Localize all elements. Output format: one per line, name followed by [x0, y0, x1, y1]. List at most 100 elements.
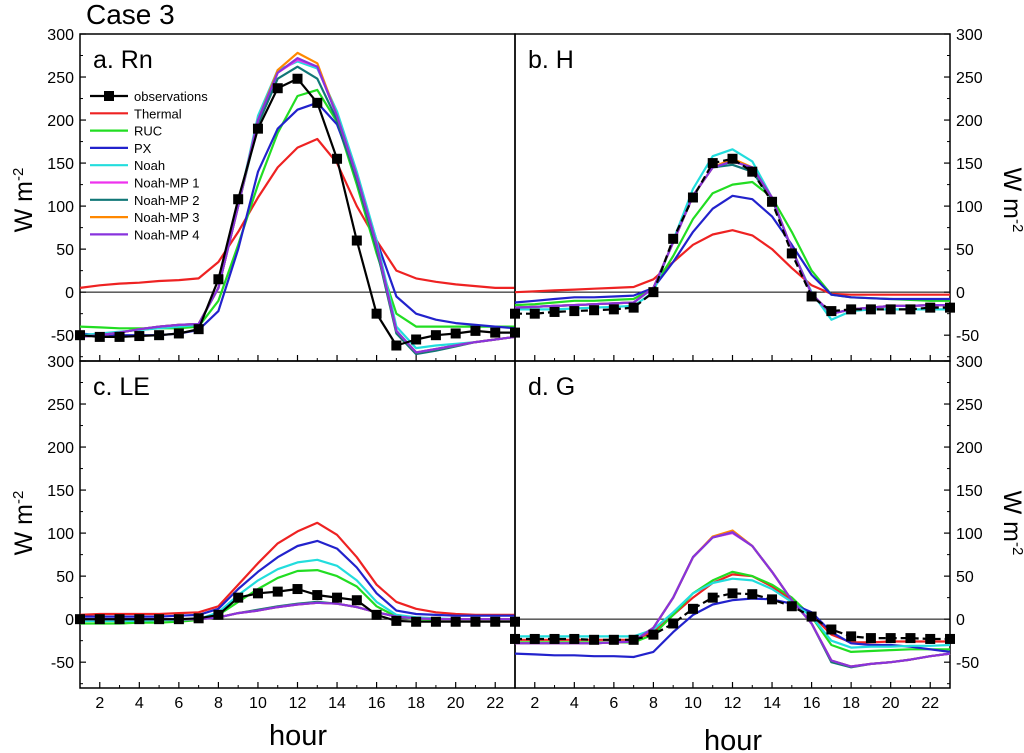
obs-marker-c-le-21	[470, 616, 481, 627]
x-tick-label-d-g-20: 20	[882, 695, 900, 712]
obs-marker-a-rn-17	[391, 340, 402, 351]
y-tick-label-a-rn--50: -50	[51, 328, 74, 345]
series-line-a-rn-noah	[79, 60, 516, 350]
obs-marker-d-g-1	[510, 633, 520, 644]
obs-marker-a-rn-11	[272, 83, 283, 94]
y-tick-label-c-le-0: 0	[65, 612, 74, 629]
series-line-b-h-noah-mp-1	[514, 159, 950, 315]
x-tick-label-c-le-22: 22	[486, 695, 504, 712]
obs-marker-a-rn-21	[470, 325, 481, 336]
y-tick-label-b-h-100: 100	[956, 199, 983, 216]
x-tick-label-d-g-2: 2	[530, 695, 539, 712]
obs-marker-b-h-7	[628, 302, 639, 313]
obs-marker-b-h-4	[569, 306, 580, 317]
obs-marker-d-g-11	[707, 592, 718, 603]
obs-marker-d-g-16	[806, 611, 817, 622]
obs-marker-b-h-21	[905, 304, 916, 315]
x-tick-label-d-g-10: 10	[684, 695, 702, 712]
panel-label-a-rn: a. Rn	[93, 46, 153, 74]
legend: observations Thermal RUC PX Noah Noah-MP 1 Noa…	[90, 89, 208, 242]
series-line-b-h-ruc	[514, 180, 950, 307]
y-tick-label-a-rn-150: 150	[47, 156, 74, 173]
obs-marker-b-h-17	[826, 306, 837, 317]
legend-label-thermal: Thermal	[134, 106, 182, 121]
obs-marker-b-h-18	[846, 304, 857, 315]
legend-label-noah-mp-2: Noah-MP 2	[134, 193, 200, 208]
y-tick-label-a-rn-200: 200	[47, 113, 74, 130]
panel-le: -50 0 50 100 150 200 250 300 2 4 6 8 10 12 14 16 18 20 22 c…	[47, 354, 520, 712]
obs-marker-c-le-17	[391, 615, 402, 626]
legend-label-noah: Noah	[134, 158, 165, 173]
legend-label-px: PX	[134, 141, 152, 156]
x-tick-label-c-le-2: 2	[95, 695, 104, 712]
obs-marker-d-g-15	[786, 601, 797, 612]
x-tick-label-c-le-16: 16	[368, 695, 386, 712]
y-axis-label-bottom-right: W m-2	[998, 491, 1024, 556]
series-line-b-h-thermal	[514, 229, 950, 296]
obs-marker-a-rn-1	[75, 330, 85, 341]
x-tick-label-c-le-18: 18	[407, 695, 425, 712]
y-tick-label-d-g-100: 100	[956, 526, 983, 543]
obs-marker-c-le-2	[94, 614, 105, 625]
y-tick-label-a-rn-250: 250	[47, 70, 74, 87]
obs-marker-a-rn-4	[134, 331, 145, 342]
panel-rn: -50 0 50 100 150 200 250 300 a. Rn	[47, 27, 520, 362]
obs-marker-a-rn-2	[94, 331, 105, 342]
obs-marker-a-rn-14	[332, 153, 343, 164]
panel-frame-b-h	[514, 33, 951, 362]
y-tick-label-d-g-50: 50	[956, 569, 974, 586]
obs-marker-d-g-6	[608, 634, 619, 645]
x-tick-label-c-le-10: 10	[249, 695, 267, 712]
x-tick-label-c-le-8: 8	[214, 695, 223, 712]
obs-marker-b-h-5	[589, 305, 600, 316]
y-tick-label-c-le-200: 200	[47, 440, 74, 457]
obs-marker-b-h-9	[668, 233, 679, 244]
obs-marker-d-g-3	[549, 633, 560, 644]
x-tick-label-d-g-16: 16	[803, 695, 821, 712]
obs-marker-b-h-12	[727, 153, 738, 164]
x-tick-label-d-g-8: 8	[649, 695, 658, 712]
obs-marker-d-g-17	[826, 624, 837, 635]
legend-label-noah-mp-3: Noah-MP 3	[134, 210, 200, 225]
obs-marker-b-h-13	[747, 166, 758, 177]
legend-label-observations: observations	[134, 89, 208, 104]
series-line-d-g-px	[514, 597, 951, 659]
obs-marker-d-g-14	[767, 594, 778, 605]
y-tick-label-c-le-150: 150	[47, 483, 74, 500]
y-tick-label-d-g-150: 150	[956, 483, 983, 500]
x-tick-label-c-le-20: 20	[447, 695, 465, 712]
figure-title: Case 3	[86, 0, 175, 30]
obs-marker-c-le-6	[173, 614, 184, 625]
x-tick-label-c-le-12: 12	[289, 695, 307, 712]
obs-marker-b-h-3	[549, 306, 560, 317]
series-line-b-h-noah-mp-3	[514, 157, 950, 315]
obs-marker-d-g-18	[846, 631, 857, 642]
y-tick-label-b-h-300: 300	[956, 27, 983, 44]
obs-marker-c-le-8	[213, 609, 224, 620]
series-line-b-h-observations	[515, 157, 950, 315]
y-tick-label-c-le--50: -50	[51, 655, 74, 672]
y-tick-label-d-g-250: 250	[956, 397, 983, 414]
obs-marker-c-le-12	[292, 584, 303, 595]
obs-marker-a-rn-16	[371, 308, 382, 319]
series-line-c-le-thermal	[79, 521, 515, 617]
obs-marker-d-g-4	[569, 633, 580, 644]
obs-marker-c-le-14	[332, 592, 343, 603]
x-tick-label-d-g-12: 12	[724, 695, 742, 712]
obs-marker-c-le-7	[193, 613, 204, 624]
obs-marker-d-g-9	[668, 618, 679, 629]
x-axis-label-right: hour	[704, 725, 762, 753]
obs-marker-d-g-23	[945, 633, 955, 644]
obs-marker-d-g-5	[589, 634, 600, 645]
obs-marker-b-h-10	[687, 192, 698, 203]
y-tick-label-c-le-300: 300	[47, 354, 74, 371]
obs-marker-c-le-22	[490, 616, 501, 627]
obs-marker-d-g-2	[529, 633, 540, 644]
obs-marker-a-rn-5	[154, 330, 165, 341]
y-tick-label-b-h-150: 150	[956, 156, 983, 173]
obs-marker-d-g-13	[747, 589, 758, 600]
obs-marker-d-g-19	[865, 633, 876, 644]
obs-marker-d-g-12	[727, 588, 738, 599]
obs-marker-c-le-19	[430, 616, 441, 627]
